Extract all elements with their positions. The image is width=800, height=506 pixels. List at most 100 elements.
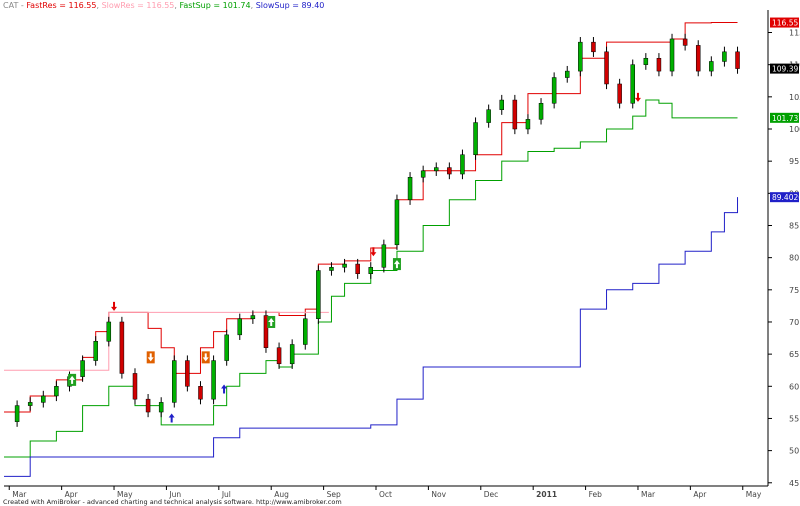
x-tick-label: Sep (327, 490, 341, 499)
legend-slowsup-name: SlowSup (255, 1, 290, 10)
legend-slowsup-value: 89.40 (301, 1, 325, 10)
price-candle-body (303, 318, 308, 345)
price-candle-body (41, 395, 46, 403)
price-candle-body (145, 398, 151, 413)
x-tick-label: Jul (221, 490, 231, 499)
price-candle-body (80, 360, 85, 377)
y-tick-label: 55 (789, 414, 799, 423)
price-candle-body (93, 341, 98, 361)
price-candle-body (460, 154, 465, 175)
price-candle-body (551, 77, 557, 104)
price-candle-body (407, 176, 413, 201)
price-candle-body (643, 57, 649, 65)
price-candle-body (604, 51, 609, 85)
x-tick-label: May (746, 490, 762, 499)
x-tick-label: Apr (693, 490, 707, 499)
price-tag-label: 116.55 (772, 19, 798, 28)
legend-symbol: CAT (3, 1, 19, 10)
price-candle-body (172, 360, 177, 403)
y-tick-label: 70 (789, 318, 799, 327)
chart-legend: CAT - FastRes = 116.55, SlowRes = 116.55… (3, 1, 325, 10)
price-candle-body (617, 83, 622, 104)
y-tick-label: 45 (789, 479, 799, 488)
series-line-slowsup (4, 197, 739, 477)
signal-arrow-icon (634, 92, 641, 102)
price-candle-body (591, 41, 596, 53)
y-tick-label: 80 (789, 254, 799, 263)
x-tick-label: Aug (274, 490, 289, 499)
price-tag-box (770, 17, 799, 28)
price-candle-body (434, 167, 439, 172)
price-candle-body (329, 267, 334, 271)
price-tag-label: 89.4026 (772, 193, 800, 202)
y-tick-label: 95 (789, 157, 799, 166)
x-tick-label: Dec (484, 490, 499, 499)
price-candle-body (198, 386, 203, 400)
legend-fastres-name: FastRes (26, 1, 57, 10)
price-candle-body (447, 167, 452, 175)
price-candle-body (630, 64, 635, 104)
price-candle-body (316, 270, 321, 320)
signal-box-arrow-icon (147, 353, 154, 362)
legend-fastres-value: 116.55 (68, 1, 97, 10)
signal-box-arrow-icon (268, 317, 275, 326)
y-tick-label: 105 (789, 93, 800, 102)
price-candle-body (355, 263, 360, 274)
legend-fastsup-name: FastSup (179, 1, 211, 10)
price-tag-box (770, 63, 799, 74)
x-tick-label: Mar (12, 490, 27, 499)
x-tick-label: Oct (379, 490, 392, 499)
price-candle-body (119, 321, 125, 374)
price-candle-body (381, 244, 387, 268)
price-candle-body (656, 57, 662, 72)
price-tag-label: 109.39 (772, 65, 798, 74)
legend-slowres-value: 116.55 (146, 1, 175, 10)
price-candle-body (54, 386, 59, 397)
price-candle-body (224, 334, 229, 361)
price-candle-body (538, 103, 544, 120)
signal-box-arrow-icon (393, 260, 400, 269)
y-tick-label: 65 (789, 350, 799, 359)
price-candle-body (368, 267, 374, 274)
x-tick-label: Feb (589, 490, 603, 499)
y-tick-label: 75 (789, 286, 799, 295)
price-candle-body (14, 405, 20, 422)
price-candle-body (512, 99, 518, 130)
price-tag-box (770, 112, 799, 123)
signal-arrow-icon (221, 384, 228, 394)
price-candle-body (695, 45, 701, 72)
price-tag-box (770, 192, 799, 203)
price-candle-body (289, 344, 295, 365)
price-candle-body (499, 99, 504, 110)
price-candle-body (473, 122, 478, 155)
price-candle-body (263, 315, 269, 348)
price-candle-body (27, 402, 33, 406)
price-candle-body (158, 402, 164, 413)
price-candle-body (211, 360, 216, 400)
x-tick-label: Mar (641, 490, 656, 499)
signal-arrow-icon (370, 247, 377, 257)
price-tag-label: 101.737 (772, 114, 800, 123)
price-candle-body (722, 51, 727, 62)
price-candle-body (394, 199, 400, 246)
signal-box-arrow-icon (69, 375, 76, 384)
y-tick-label: 115 (789, 29, 800, 38)
legend-fastsup-value: 101.74 (222, 1, 251, 10)
price-candle-body (132, 373, 138, 400)
y-tick-label: 60 (789, 382, 799, 391)
price-candle-body (342, 263, 347, 268)
x-tick-label: Nov (431, 490, 446, 499)
x-tick-label: May (117, 490, 133, 499)
price-candle-body (276, 347, 282, 365)
price-candle-body (185, 360, 190, 387)
legend-slowres-name: SlowRes (101, 1, 135, 10)
y-tick-label: 50 (789, 447, 799, 456)
signal-box-arrow-icon (202, 353, 209, 362)
price-candle-body (420, 170, 426, 178)
x-tick-label: Jun (168, 490, 181, 499)
price-candle-body (709, 61, 714, 72)
price-candle-body (669, 38, 675, 72)
price-candle-body (250, 315, 256, 320)
